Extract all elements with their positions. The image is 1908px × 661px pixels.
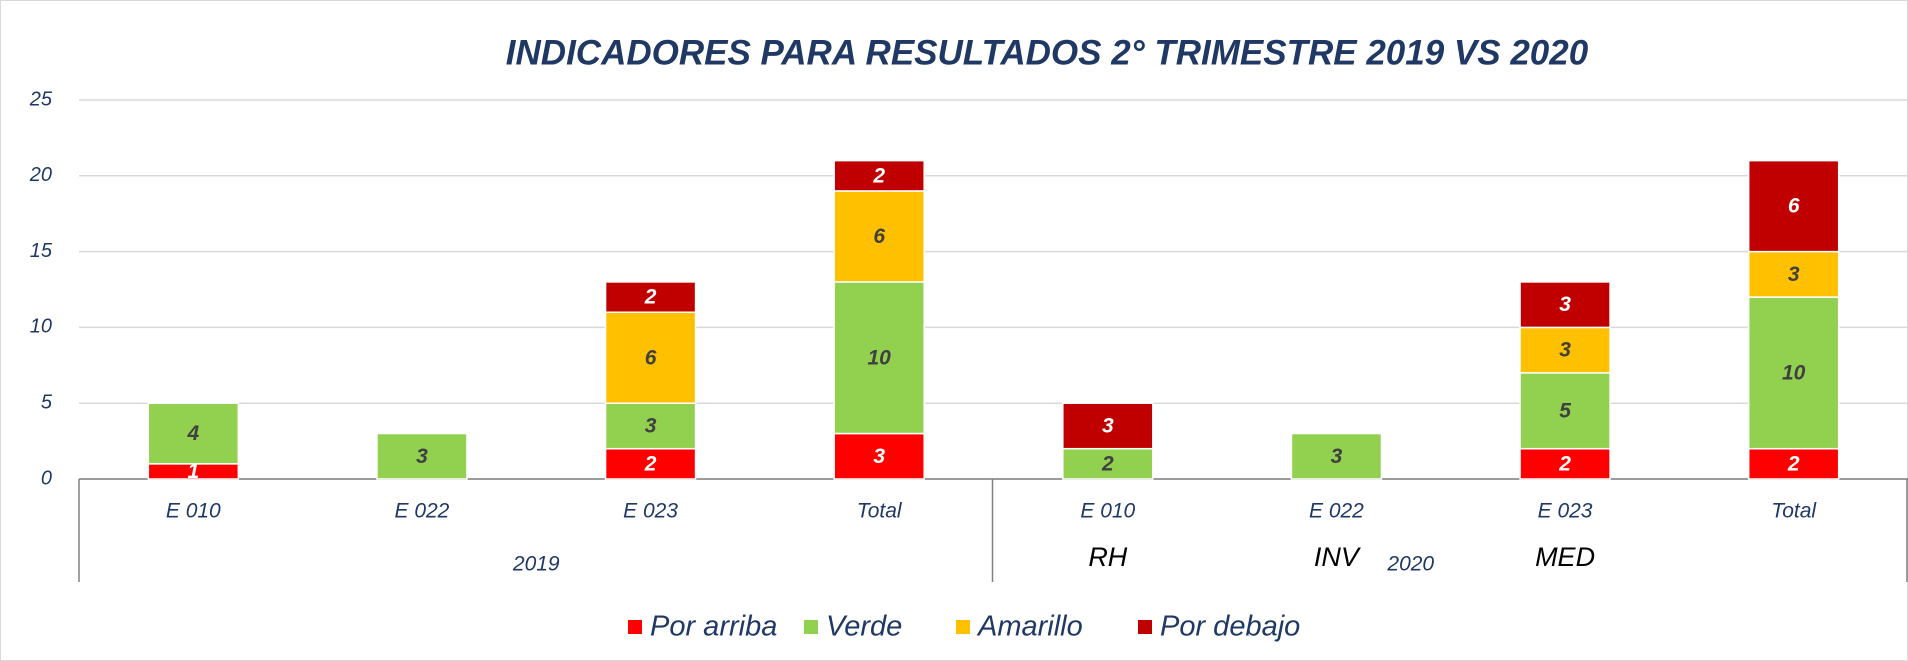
data-label: 3 [416, 445, 428, 468]
chart-title: INDICADORES PARA RESULTADOS 2° TRIMESTRE… [506, 33, 1589, 72]
bar-segment [1519, 372, 1611, 450]
x-tick-label: E 010 [166, 500, 221, 523]
x-tick-label: E 023 [1538, 500, 1593, 523]
legend-swatch [1138, 620, 1152, 634]
y-tick-label: 20 [29, 164, 52, 186]
y-tick-label: 0 [41, 467, 52, 489]
data-label: 3 [1331, 445, 1343, 468]
data-label: 1 [187, 460, 199, 483]
y-tick-label: 25 [29, 88, 53, 110]
bar-segment [604, 447, 697, 480]
bar-segment [147, 402, 240, 465]
x-tick-label: E 010 [1080, 500, 1135, 523]
data-label: 10 [868, 346, 892, 369]
group-label: 2019 [512, 553, 560, 576]
data-label: 10 [1782, 361, 1806, 384]
bar-segment [1519, 281, 1611, 329]
x-tick-label: Total [857, 500, 903, 523]
bar-segment [604, 281, 697, 313]
x-tick-label: E 023 [623, 500, 678, 523]
y-tick-label: 5 [41, 391, 53, 413]
legend-swatch [804, 620, 818, 634]
sub-label: INV [1314, 542, 1362, 572]
data-label: 2 [644, 286, 657, 309]
bar-segment [1747, 296, 1840, 450]
bar-segment [1747, 250, 1840, 298]
legend-swatch [628, 620, 642, 634]
data-label: 2 [644, 452, 657, 475]
x-tick-label: E 022 [394, 500, 449, 523]
y-tick-label: 10 [30, 316, 52, 338]
group-label: 2020 [1386, 553, 1434, 576]
bar-segment [833, 159, 925, 192]
bar-segment [833, 281, 925, 435]
legend-swatch [956, 620, 970, 634]
data-label: 2 [1787, 452, 1800, 475]
bar-segment [376, 432, 468, 480]
bar-segment [1062, 402, 1154, 450]
legend-label: Por debajo [1160, 611, 1300, 643]
data-label: 4 [186, 422, 199, 445]
bar-segment [833, 190, 925, 283]
data-label: 2 [1558, 452, 1571, 475]
data-label: 5 [1559, 399, 1571, 422]
bar-segment [604, 402, 697, 450]
bar-segment [1290, 432, 1383, 480]
data-label: 2 [872, 164, 885, 187]
legend-label: Verde [826, 611, 902, 643]
data-label: 3 [1788, 263, 1800, 286]
data-label: 3 [1102, 414, 1114, 437]
bar-segment [1747, 159, 1840, 253]
data-label: 3 [645, 414, 657, 437]
data-label: 3 [1559, 339, 1571, 362]
legend-label: Por arriba [650, 611, 777, 643]
x-tick-label: Total [1771, 500, 1817, 523]
data-label: 2 [1101, 452, 1114, 475]
sub-label: RH [1088, 542, 1127, 572]
data-label: 6 [1788, 195, 1800, 218]
data-label: 3 [873, 445, 885, 468]
bar-segment [604, 311, 697, 404]
data-label: 6 [873, 225, 885, 248]
x-tick-label: E 022 [1309, 500, 1364, 523]
y-tick-label: 15 [30, 240, 53, 262]
data-label: 6 [645, 346, 657, 369]
sub-label: MED [1535, 542, 1595, 572]
data-label: 3 [1559, 293, 1571, 316]
bar-segment [1519, 447, 1611, 480]
legend-label: Amarillo [976, 611, 1083, 643]
bar-segment [1062, 447, 1154, 480]
